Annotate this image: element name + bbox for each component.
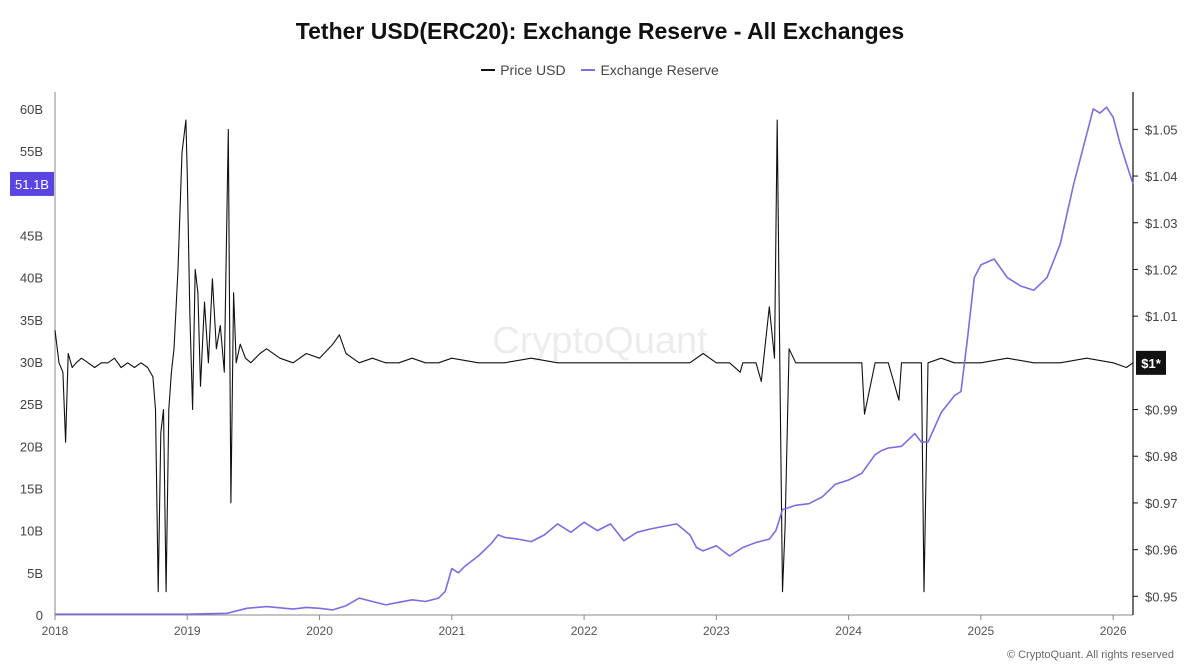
x-tick-label: 2025: [968, 624, 995, 638]
y-left-tick-label: 0: [36, 608, 43, 623]
x-tick-label: 2021: [438, 624, 465, 638]
y-left-tick-label: 45B: [20, 228, 43, 243]
copyright-text: © CryptoQuant. All rights reserved: [1006, 649, 1174, 661]
y-left-tick-label: 5B: [27, 566, 43, 581]
y-right-tick-label: $0.98: [1145, 449, 1178, 464]
chart-legend: Price USD Exchange Reserve: [0, 58, 1200, 78]
y-right-tick-label: $1.01: [1145, 309, 1178, 324]
legend-label-price: Price USD: [500, 62, 566, 78]
x-tick-label: 2020: [306, 624, 333, 638]
y-right-tick-label: $1.03: [1145, 216, 1178, 231]
y-right-tick-label: $1.05: [1145, 122, 1178, 137]
y-left-tick-label: 35B: [20, 313, 43, 328]
reserve-current-label: 51.1B: [15, 177, 49, 192]
price-current-badge: [1136, 350, 1166, 375]
series-lines: [54, 106, 1134, 616]
legend-swatch-reserve: [581, 69, 596, 71]
y-right-tick-label: $1.02: [1145, 262, 1178, 277]
chart-title: Tether USD(ERC20): Exchange Reserve - Al…: [295, 18, 905, 44]
legend-item-price[interactable]: Price USD: [481, 62, 566, 78]
y-left-tick-label: 30B: [20, 355, 43, 370]
legend-label-reserve: Exchange Reserve: [600, 62, 719, 78]
series-line-price-usd: [54, 119, 1134, 593]
series-line-exchange-reserve: [55, 106, 1134, 616]
x-tick-label: 2026: [1100, 624, 1127, 638]
x-tick-label: 2023: [703, 624, 730, 638]
x-tick-label: 2018: [42, 624, 69, 638]
current-value-labels: 51.1B $1*: [10, 171, 1166, 375]
y-left-tick-label: 25B: [20, 397, 43, 412]
y-left-tick-label: 40B: [20, 271, 43, 286]
x-tick-label: 2024: [835, 624, 862, 638]
y-left-tick-label: 15B: [20, 481, 43, 496]
y-left-tick-label: 20B: [20, 439, 43, 454]
price-current-label: $1*: [1141, 356, 1161, 371]
legend-swatch-price: [481, 69, 496, 71]
y-right-tick-label: $1.04: [1145, 169, 1178, 184]
axes-group: 2018 2019 2020 2021 2022 2023 2024 2025 2026 0 5B 1…: [20, 92, 1178, 638]
y-right-tick-label: $0.96: [1145, 543, 1178, 558]
y-right-tick-label: $0.95: [1145, 589, 1178, 604]
y-left-tick-label: 60B: [20, 102, 43, 117]
x-tick-label: 2019: [174, 624, 201, 638]
y-right-tick-label: $0.97: [1145, 496, 1178, 511]
x-tick-label: 2022: [571, 624, 598, 638]
y-left-tick-label: 55B: [20, 144, 43, 159]
legend-item-reserve[interactable]: Exchange Reserve: [581, 62, 719, 78]
reserve-current-badge: [10, 171, 54, 196]
y-right-tick-label: $0.99: [1145, 403, 1178, 418]
y-left-tick-label: 10B: [20, 524, 43, 539]
